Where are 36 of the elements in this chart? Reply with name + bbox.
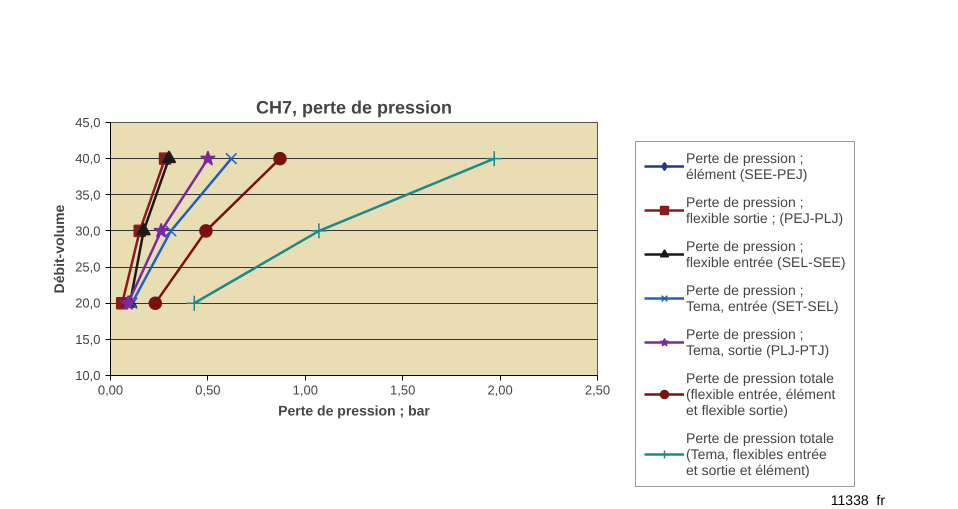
y-tick-label: 20,0 bbox=[75, 296, 101, 311]
legend-label: Perte de pression totale (Tema, flexibles entrée et sortie et élément) bbox=[686, 430, 834, 478]
point bbox=[225, 152, 238, 165]
x-tick-label: 0,50 bbox=[195, 382, 221, 398]
point bbox=[199, 224, 213, 238]
y-tick-label: 10,0 bbox=[75, 368, 101, 383]
legend-label: Perte de pression totale (flexible entrée, élément et flexible sortie) bbox=[686, 370, 836, 418]
point bbox=[148, 296, 162, 310]
y-tick-label: 40,0 bbox=[75, 151, 101, 166]
legend-label: Perte de pression ; élément (SEE-PEJ) bbox=[686, 150, 808, 182]
x-tick-label: 1,50 bbox=[390, 382, 416, 398]
y-tick-label: 30,0 bbox=[75, 223, 101, 238]
point bbox=[186, 294, 203, 312]
y-tick-label: 35,0 bbox=[75, 187, 101, 202]
y-tick-label: 15,0 bbox=[75, 332, 101, 347]
y-tick-label: 45,0 bbox=[75, 115, 101, 130]
text: 11338 fr bbox=[830, 491, 885, 509]
legend-label: Perte de pression ; flexible sortie ; (PEJ-PLJ) bbox=[686, 194, 844, 226]
point bbox=[486, 150, 503, 167]
x-tick-label: 2,50 bbox=[584, 382, 610, 398]
x-axis-title: Perte de pression ; bar bbox=[278, 402, 430, 418]
legend-label: Perte de pression ; flexible entrée (SEL-SEE) bbox=[686, 238, 846, 270]
point bbox=[164, 224, 177, 237]
chart-title: CH7, perte de pression bbox=[256, 98, 452, 118]
point bbox=[200, 150, 216, 166]
x-tick-label: 0,00 bbox=[98, 382, 124, 398]
y-tick-label: 25,0 bbox=[75, 260, 101, 275]
point bbox=[153, 222, 170, 238]
point bbox=[126, 297, 138, 310]
legend-label: Perte de pression ; Tema, sortie (PLJ-PTJ) bbox=[686, 326, 830, 358]
point bbox=[310, 222, 328, 240]
legend-label: Perte de pression ; Tema, entrée (SET-SEL) bbox=[686, 282, 839, 314]
y-axis-title: Débit-volume bbox=[51, 204, 68, 294]
point bbox=[273, 152, 287, 166]
x-tick-label: 2,00 bbox=[487, 382, 513, 398]
x-tick-label: 1,00 bbox=[292, 382, 318, 398]
